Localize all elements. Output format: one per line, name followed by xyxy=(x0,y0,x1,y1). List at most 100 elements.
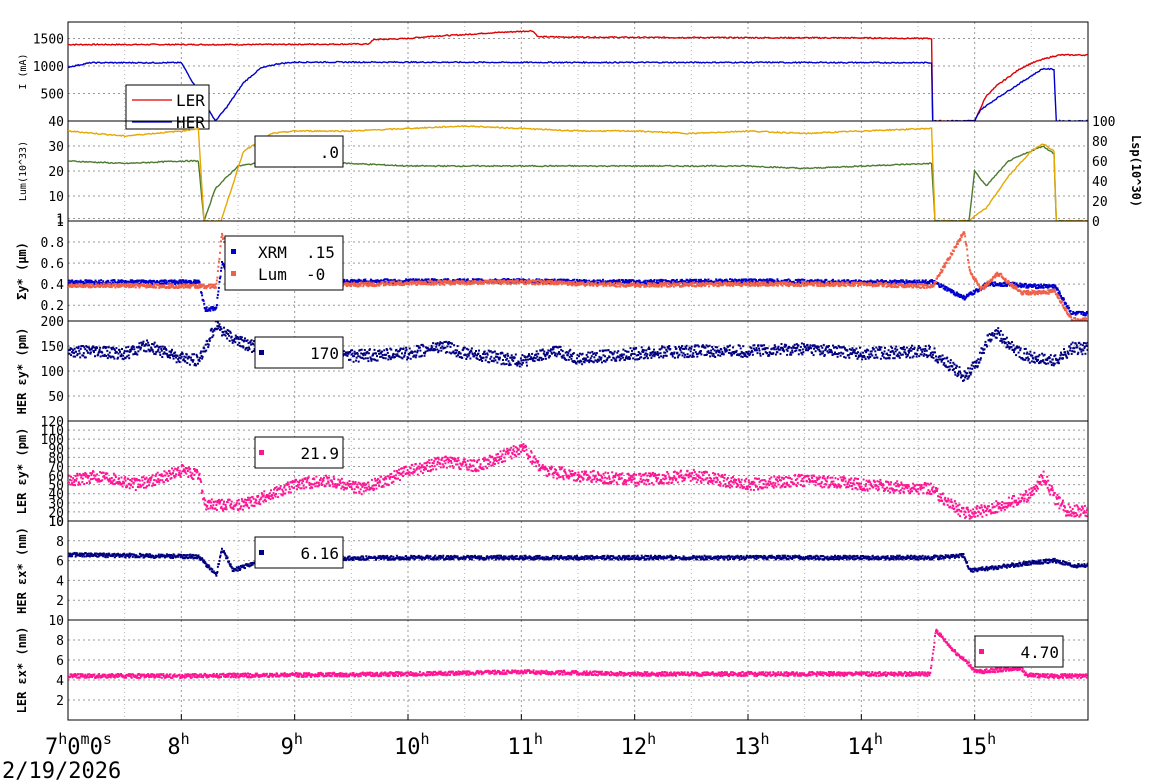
data-point xyxy=(748,282,751,285)
data-point xyxy=(121,281,123,284)
data-point xyxy=(970,291,973,294)
data-point xyxy=(969,269,972,272)
data-point xyxy=(222,331,224,334)
data-point xyxy=(398,279,401,282)
data-point xyxy=(132,281,135,284)
data-point xyxy=(916,286,919,289)
data-point xyxy=(240,336,243,339)
data-point xyxy=(353,281,356,284)
data-point xyxy=(653,285,656,288)
data-point xyxy=(156,350,159,353)
data-point xyxy=(616,285,619,288)
data-point xyxy=(158,346,161,349)
data-point xyxy=(424,350,427,353)
data-point xyxy=(427,347,429,350)
data-point xyxy=(231,341,234,344)
data-point xyxy=(102,285,105,288)
data-point xyxy=(612,283,615,286)
data-point xyxy=(752,281,755,284)
data-point xyxy=(196,355,198,358)
data-point xyxy=(692,279,695,282)
data-point xyxy=(684,280,687,283)
data-point xyxy=(516,279,519,282)
data-point xyxy=(216,293,219,296)
data-point xyxy=(664,279,667,282)
data-point xyxy=(922,285,925,288)
data-point xyxy=(408,278,411,281)
data-point xyxy=(405,346,408,349)
data-point xyxy=(87,286,90,289)
data-point xyxy=(198,283,201,286)
data-point xyxy=(203,302,206,305)
data-point xyxy=(483,281,486,284)
data-point xyxy=(448,351,451,354)
data-point xyxy=(205,349,208,352)
data-point xyxy=(595,281,598,284)
data-point xyxy=(920,286,923,289)
data-point xyxy=(626,279,629,282)
data-point xyxy=(619,285,622,288)
data-point xyxy=(220,327,223,330)
data-point xyxy=(820,279,823,282)
data-point xyxy=(217,260,220,263)
data-point xyxy=(1005,285,1008,287)
data-point xyxy=(361,357,364,359)
data-point xyxy=(598,279,601,282)
data-point xyxy=(203,347,206,350)
data-point xyxy=(225,330,228,333)
data-point xyxy=(512,281,515,284)
data-point xyxy=(941,270,944,273)
data-point xyxy=(741,281,744,284)
data-point xyxy=(995,274,998,277)
data-point xyxy=(375,284,378,287)
y2-tick-label: 80 xyxy=(1092,135,1108,150)
data-point xyxy=(870,282,873,285)
data-point xyxy=(905,280,908,283)
data-point xyxy=(380,279,383,282)
data-point xyxy=(894,283,897,286)
data-point xyxy=(466,278,469,281)
data-point xyxy=(648,285,651,288)
data-point xyxy=(378,349,381,352)
data-point xyxy=(976,282,979,285)
data-point xyxy=(137,284,140,287)
data-point xyxy=(227,333,230,335)
data-point xyxy=(1024,282,1027,285)
data-point xyxy=(449,283,452,286)
data-point xyxy=(84,356,87,359)
data-point xyxy=(376,359,379,362)
data-point xyxy=(100,279,103,282)
data-point xyxy=(166,354,169,357)
data-point xyxy=(390,348,393,351)
data-point xyxy=(496,279,499,282)
data-point xyxy=(691,285,694,288)
data-point xyxy=(483,350,486,353)
data-point xyxy=(963,295,966,298)
data-point xyxy=(203,287,206,290)
data-point xyxy=(998,282,1001,285)
data-point xyxy=(78,349,81,352)
value-box-frame xyxy=(254,135,344,168)
data-point xyxy=(446,341,449,344)
data-point xyxy=(463,346,466,349)
data-point xyxy=(96,346,99,349)
data-point xyxy=(773,280,776,283)
data-point xyxy=(589,284,592,287)
data-point xyxy=(604,280,607,283)
data-point xyxy=(513,280,516,283)
data-point xyxy=(214,321,217,323)
data-point xyxy=(126,285,129,288)
data-point xyxy=(567,280,570,283)
data-point xyxy=(693,278,696,281)
data-point xyxy=(442,281,445,284)
data-point xyxy=(393,278,396,281)
data-point xyxy=(719,284,722,287)
data-point xyxy=(422,281,425,284)
data-point xyxy=(375,352,377,355)
data-point xyxy=(530,280,533,283)
data-point xyxy=(741,284,744,287)
data-point xyxy=(221,334,223,337)
data-point xyxy=(480,280,483,283)
data-point xyxy=(726,279,729,282)
data-point xyxy=(125,283,128,286)
